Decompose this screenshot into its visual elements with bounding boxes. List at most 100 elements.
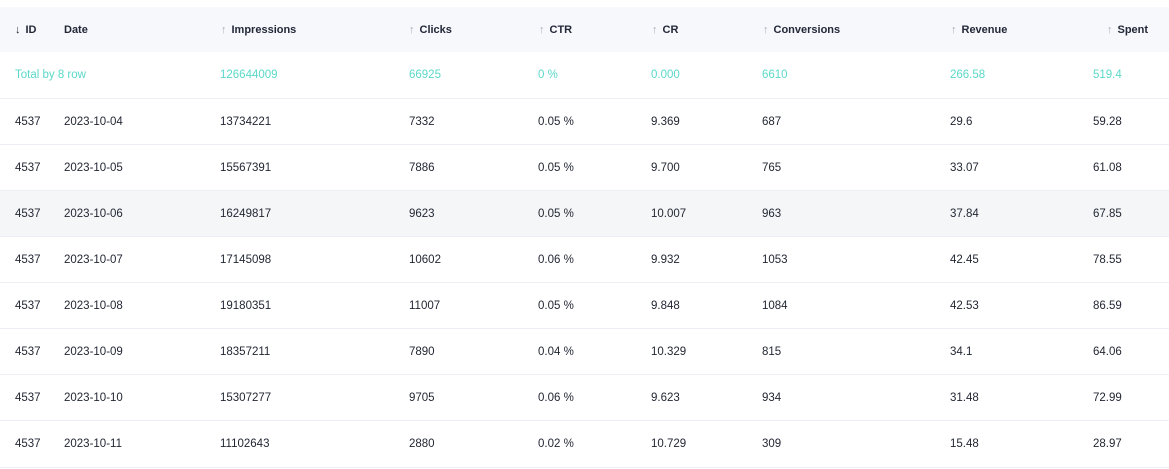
table-row[interactable]: 4537 2023-10-07 17145098 10602 0.06 % 9.932 10…	[0, 236, 1169, 282]
cell-impressions: 15567391	[220, 161, 272, 174]
cell-conversions: 934	[762, 391, 782, 404]
table-row[interactable]: 4537 2023-10-11 11102643 2880 0.02 % 10.729 30…	[0, 420, 1169, 466]
total-ctr: 0 %	[538, 69, 558, 81]
total-cr: 0.000	[651, 69, 680, 81]
cell-impressions: 17145098	[220, 253, 272, 266]
column-header-label: CR	[662, 23, 679, 36]
cell-impressions: 15307277	[220, 391, 272, 404]
total-clicks: 66925	[409, 69, 441, 81]
cell-cr: 9.932	[651, 253, 680, 266]
cell-spent: 28.97	[1093, 437, 1122, 450]
column-header-spent[interactable]: ↑ Spent	[1107, 7, 1148, 52]
cell-ctr: 0.06 %	[538, 391, 574, 404]
cell-date: 2023-10-11	[64, 437, 122, 450]
arrow-up-icon: ↑	[539, 23, 545, 36]
arrow-up-icon: ↑	[951, 23, 957, 36]
table-row[interactable]: 4537 2023-10-09 18357211 7890 0.04 % 10.329 81…	[0, 328, 1169, 374]
cell-impressions: 19180351	[220, 299, 272, 312]
cell-ctr: 0.06 %	[538, 253, 574, 266]
cell-id: 4537	[15, 437, 41, 450]
column-header-conversions[interactable]: ↑ Conversions	[763, 7, 840, 52]
arrow-up-icon: ↑	[763, 23, 769, 36]
table-row[interactable]: 4537 2023-10-04 13734221 7332 0.05 % 9.369 687…	[0, 98, 1169, 144]
cell-revenue: 37.84	[950, 207, 979, 220]
table-row[interactable]: 4537 2023-10-10 15307277 9705 0.06 % 9.623 934…	[0, 374, 1169, 420]
cell-cr: 9.700	[651, 161, 680, 174]
column-header-label: ID	[25, 23, 37, 36]
cell-conversions: 1053	[762, 253, 788, 266]
table-header: ↓ ID Date ↑ Impressions ↑ Clicks ↑ CTR ↑…	[0, 7, 1169, 52]
cell-spent: 61.08	[1093, 161, 1122, 174]
table-row[interactable]: 4537 2023-10-06 16249817 9623 0.05 % 10.007 96…	[0, 190, 1169, 236]
column-header-ctr[interactable]: ↑ CTR	[539, 7, 572, 52]
table-row[interactable]: 4537 2023-10-08 19180351 11007 0.05 % 9.848 10…	[0, 282, 1169, 328]
cell-ctr: 0.04 %	[538, 345, 574, 358]
table-row[interactable]: 4537 2023-10-05 15567391 7886 0.05 % 9.700 765…	[0, 144, 1169, 190]
cell-revenue: 42.45	[950, 253, 979, 266]
cell-ctr: 0.05 %	[538, 207, 574, 220]
cell-cr: 9.623	[651, 391, 680, 404]
column-header-label: CTR	[549, 23, 573, 36]
total-conversions: 6610	[762, 69, 788, 81]
cell-conversions: 765	[762, 161, 782, 174]
arrow-up-icon: ↑	[221, 23, 227, 36]
total-impressions: 126644009	[220, 69, 278, 81]
column-header-label: Spent	[1117, 23, 1149, 36]
cell-revenue: 34.1	[950, 345, 973, 358]
cell-id: 4537	[15, 207, 41, 220]
column-header-cr[interactable]: ↑ CR	[652, 7, 678, 52]
cell-clicks: 7332	[409, 115, 435, 128]
cell-conversions: 1084	[762, 299, 788, 312]
cell-spent: 67.85	[1093, 207, 1122, 220]
arrow-down-icon: ↓	[15, 23, 21, 36]
cell-date: 2023-10-07	[64, 253, 123, 266]
column-header-revenue[interactable]: ↑ Revenue	[951, 7, 1007, 52]
cell-spent: 72.99	[1093, 391, 1122, 404]
cell-ctr: 0.05 %	[538, 161, 574, 174]
total-spent: 519.4	[1093, 69, 1122, 81]
column-header-label: Revenue	[961, 23, 1008, 36]
cell-clicks: 7890	[409, 345, 435, 358]
cell-date: 2023-10-06	[64, 207, 123, 220]
column-header-label: Impressions	[231, 23, 297, 36]
column-header-label: Date	[64, 23, 88, 36]
cell-cr: 10.329	[651, 345, 687, 358]
cell-cr: 9.848	[651, 299, 680, 312]
cell-clicks: 9705	[409, 391, 435, 404]
cell-revenue: 31.48	[950, 391, 979, 404]
cell-impressions: 13734221	[220, 115, 272, 128]
cell-clicks: 9623	[409, 207, 435, 220]
cell-id: 4537	[15, 115, 41, 128]
cell-conversions: 687	[762, 115, 782, 128]
cell-impressions: 11102643	[220, 437, 270, 450]
total-revenue: 266.58	[950, 69, 986, 81]
cell-revenue: 42.53	[950, 299, 979, 312]
cell-impressions: 18357211	[220, 345, 271, 358]
cell-date: 2023-10-05	[64, 161, 123, 174]
cell-id: 4537	[15, 161, 41, 174]
cell-date: 2023-10-09	[64, 345, 123, 358]
cell-revenue: 29.6	[950, 115, 973, 128]
cell-clicks: 7886	[409, 161, 435, 174]
cell-date: 2023-10-10	[64, 391, 123, 404]
table-bottom-divider	[0, 467, 1169, 468]
cell-spent: 64.06	[1093, 345, 1122, 358]
column-header-date: Date	[64, 7, 88, 52]
cell-spent: 86.59	[1093, 299, 1122, 312]
column-header-label: Clicks	[419, 23, 452, 36]
cell-id: 4537	[15, 391, 41, 404]
cell-id: 4537	[15, 253, 41, 266]
column-header-id[interactable]: ↓ ID	[15, 7, 37, 52]
cell-ctr: 0.05 %	[538, 115, 574, 128]
column-header-label: Conversions	[773, 23, 841, 36]
total-label: Total by 8 row	[15, 69, 86, 81]
cell-conversions: 963	[762, 207, 782, 220]
cell-revenue: 33.07	[950, 161, 979, 174]
cell-impressions: 16249817	[220, 207, 272, 220]
cell-id: 4537	[15, 299, 41, 312]
column-header-impressions[interactable]: ↑ Impressions	[221, 7, 296, 52]
column-header-clicks[interactable]: ↑ Clicks	[409, 7, 452, 52]
cell-spent: 59.28	[1093, 115, 1122, 128]
cell-ctr: 0.05 %	[538, 299, 574, 312]
